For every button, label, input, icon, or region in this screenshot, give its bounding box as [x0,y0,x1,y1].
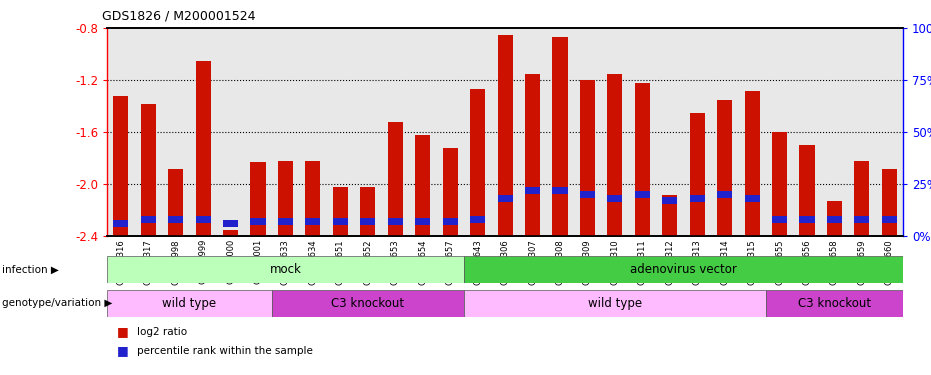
Bar [360,218,375,225]
Bar [470,216,485,223]
Text: wild type: wild type [587,297,641,310]
Bar [278,218,293,225]
Bar [497,34,513,236]
Bar [635,191,650,198]
Text: C3 knockout: C3 knockout [798,297,871,310]
Bar [580,191,595,198]
Bar [662,197,678,204]
Bar [580,80,595,236]
Bar [464,256,903,283]
Bar [332,187,348,236]
Bar [442,148,458,236]
Bar [107,256,464,283]
Bar [717,100,732,236]
Bar [464,290,766,317]
Text: mock: mock [270,263,302,276]
Bar [196,216,210,223]
Bar [332,218,348,225]
Text: GDS1826 / M200001524: GDS1826 / M200001524 [102,9,256,22]
Bar [745,91,760,236]
Bar [114,220,128,227]
Bar [745,195,760,202]
Text: infection ▶: infection ▶ [2,264,59,274]
Text: ■: ■ [116,326,128,338]
Bar [169,216,183,223]
Text: percentile rank within the sample: percentile rank within the sample [137,346,313,355]
Bar [800,216,815,223]
Bar [387,218,403,225]
Bar [141,216,155,223]
Bar [690,195,705,202]
Bar [552,37,568,236]
Bar [525,74,540,236]
Bar [635,83,650,236]
Bar [470,89,485,236]
Bar [250,162,265,236]
Bar [827,201,842,236]
Bar [141,104,155,236]
Text: log2 ratio: log2 ratio [137,327,187,337]
Bar [305,161,320,236]
Bar [387,122,403,236]
Bar [250,218,265,225]
Bar [114,96,128,236]
Text: adenovirus vector: adenovirus vector [630,263,737,276]
Bar [305,218,320,225]
Bar [223,220,238,227]
Bar [800,145,815,236]
Bar [772,216,787,223]
Bar [766,290,903,317]
Bar [525,187,540,194]
Bar [272,290,464,317]
Bar [882,216,897,223]
Text: wild type: wild type [162,297,217,310]
Text: ■: ■ [116,344,128,357]
Bar [607,195,623,202]
Bar [415,135,430,236]
Bar [827,216,842,223]
Bar [717,191,732,198]
Bar [772,132,787,236]
Bar [360,187,375,236]
Bar [690,112,705,236]
Bar [223,230,238,236]
Bar [552,187,568,194]
Bar [107,290,272,317]
Bar [169,169,183,236]
Bar [497,195,513,202]
Bar [855,216,870,223]
Bar [196,61,210,236]
Bar [607,74,623,236]
Bar [415,218,430,225]
Bar [882,169,897,236]
Text: C3 knockout: C3 knockout [331,297,404,310]
Bar [442,218,458,225]
Bar [662,195,678,236]
Text: genotype/variation ▶: genotype/variation ▶ [2,298,113,308]
Bar [855,161,870,236]
Bar [278,161,293,236]
